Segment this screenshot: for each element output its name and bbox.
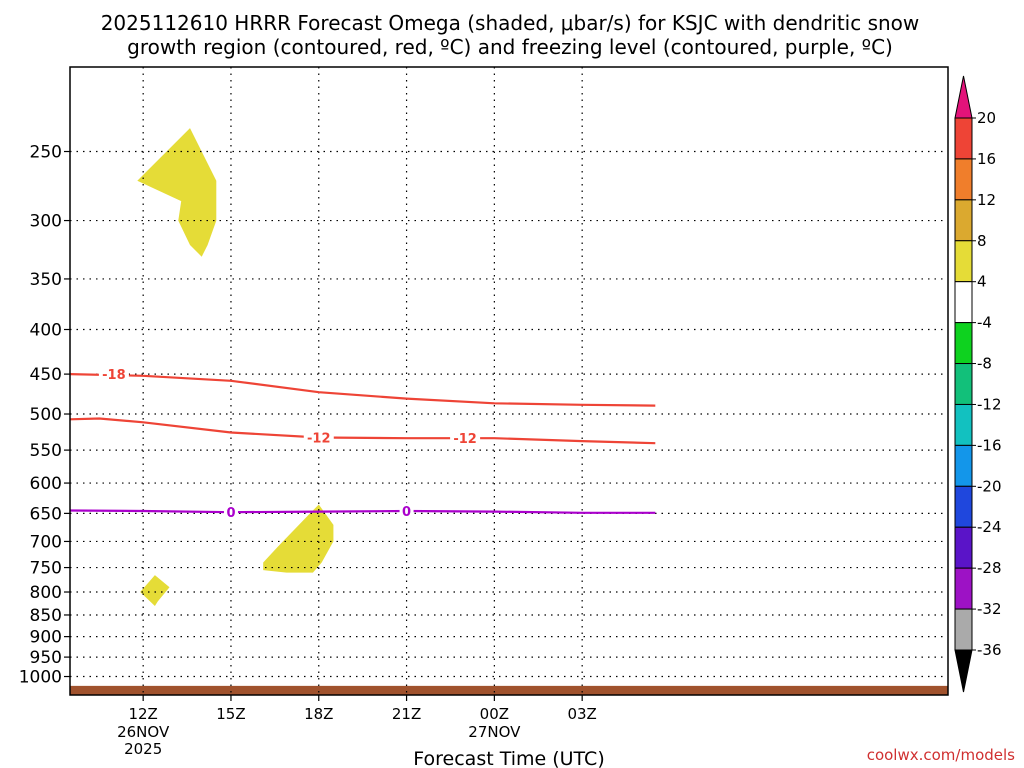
x-tick-sublabel: 2025 [124,740,162,758]
contour-label-bg [98,366,129,383]
colorbar-label: 20 [977,109,996,127]
ground-fill [70,685,948,695]
x-tick-label: 00Z [480,705,509,723]
x-tick-label: 12Z [128,705,157,723]
x-tick-label: 03Z [567,705,596,723]
colorbar-bin [954,526,973,569]
plot-frame [69,66,949,696]
y-tick-label: 300 [30,212,62,232]
colorbar-label: -20 [977,477,1002,495]
y-tick-label: 500 [30,405,62,425]
colorbar-label: -4 [977,314,992,332]
colorbar-bin [954,117,973,160]
temperature-contours: -18 -12 -12 0 0 [69,366,656,521]
contour-label: -12 [307,432,331,447]
y-tick-label: 800 [30,583,62,603]
colorbar-bin [954,363,973,405]
contour-label: -12 [453,432,477,447]
colorbar-top-arrow [954,75,973,119]
contour-label-bg [303,429,334,446]
contour-label-bg [223,504,238,521]
pressure-axis: 2503003504004505005506006507007508008509… [19,143,70,688]
colorbar-label: -12 [977,395,1002,413]
colorbar-bottom-arrow [954,649,973,693]
omega-region [140,575,170,606]
colorbar-bin [954,199,973,242]
contour-line [69,373,656,407]
colorbar-label: -32 [977,600,1002,618]
colorbar-label: 16 [977,150,996,168]
colorbar-bin [954,322,973,365]
x-tick-label: 21Z [392,705,421,723]
omega-region [137,128,217,257]
colorbar-bin [954,281,973,324]
y-tick-label: 400 [30,321,62,341]
contour-line [69,417,656,445]
y-tick-label: 650 [30,504,62,524]
colorbar-label: -36 [977,641,1002,659]
colorbar-label: -24 [977,518,1002,536]
contour-line [69,509,656,514]
y-tick-label: 950 [30,648,62,668]
colorbar-label: -8 [977,355,992,373]
y-tick-label: 700 [30,532,62,552]
y-tick-label: 450 [30,365,62,385]
colorbar-label: 8 [977,232,987,250]
x-tick-sublabel: 27NOV [468,723,521,741]
x-tick-label: 18Z [304,705,333,723]
omega-colorbar: 20 16 12 8 4 -4 -8 -12 -16 -20 -24 -28 -32 -36 [954,75,1002,693]
y-tick-label: 1000 [19,668,62,688]
y-tick-label: 850 [30,606,62,626]
y-tick-label: 550 [30,441,62,461]
grid-lines [70,67,948,695]
contour-label: 0 [226,506,235,521]
omega-shading [137,128,334,606]
colorbar-bin [954,567,973,610]
omega-region [263,504,334,573]
contour-label-bg [450,430,481,447]
colorbar-label: -16 [977,436,1002,454]
ground-layer [70,685,948,695]
chart-title-line1: 2025112610 HRRR Forecast Omega (shaded, … [101,11,920,35]
y-tick-label: 250 [30,143,62,163]
colorbar-bin [954,485,973,528]
colorbar-label: -28 [977,559,1002,577]
chart-title-line2: growth region (contoured, red, ºC) and f… [127,35,893,59]
colorbar-bin [954,444,973,487]
y-tick-label: 350 [30,270,62,290]
colorbar-bin [954,608,973,651]
x-tick-sublabel: 26NOV [117,723,170,741]
credit-text: coolwx.com/models [867,746,1015,764]
colorbar-bin [954,403,973,446]
y-tick-label: 600 [30,474,62,494]
contour-label: -18 [102,368,126,383]
y-tick-label: 900 [30,628,62,648]
colorbar-label: 4 [977,273,987,291]
x-axis-label: Forecast Time (UTC) [413,748,604,768]
colorbar-label: 12 [977,191,996,209]
colorbar-bin [954,158,973,201]
x-tick-label: 15Z [216,705,245,723]
contour-label: 0 [402,505,411,520]
colorbar-bin [954,240,973,283]
contour-label-bg [399,503,414,520]
y-tick-label: 750 [30,559,62,579]
